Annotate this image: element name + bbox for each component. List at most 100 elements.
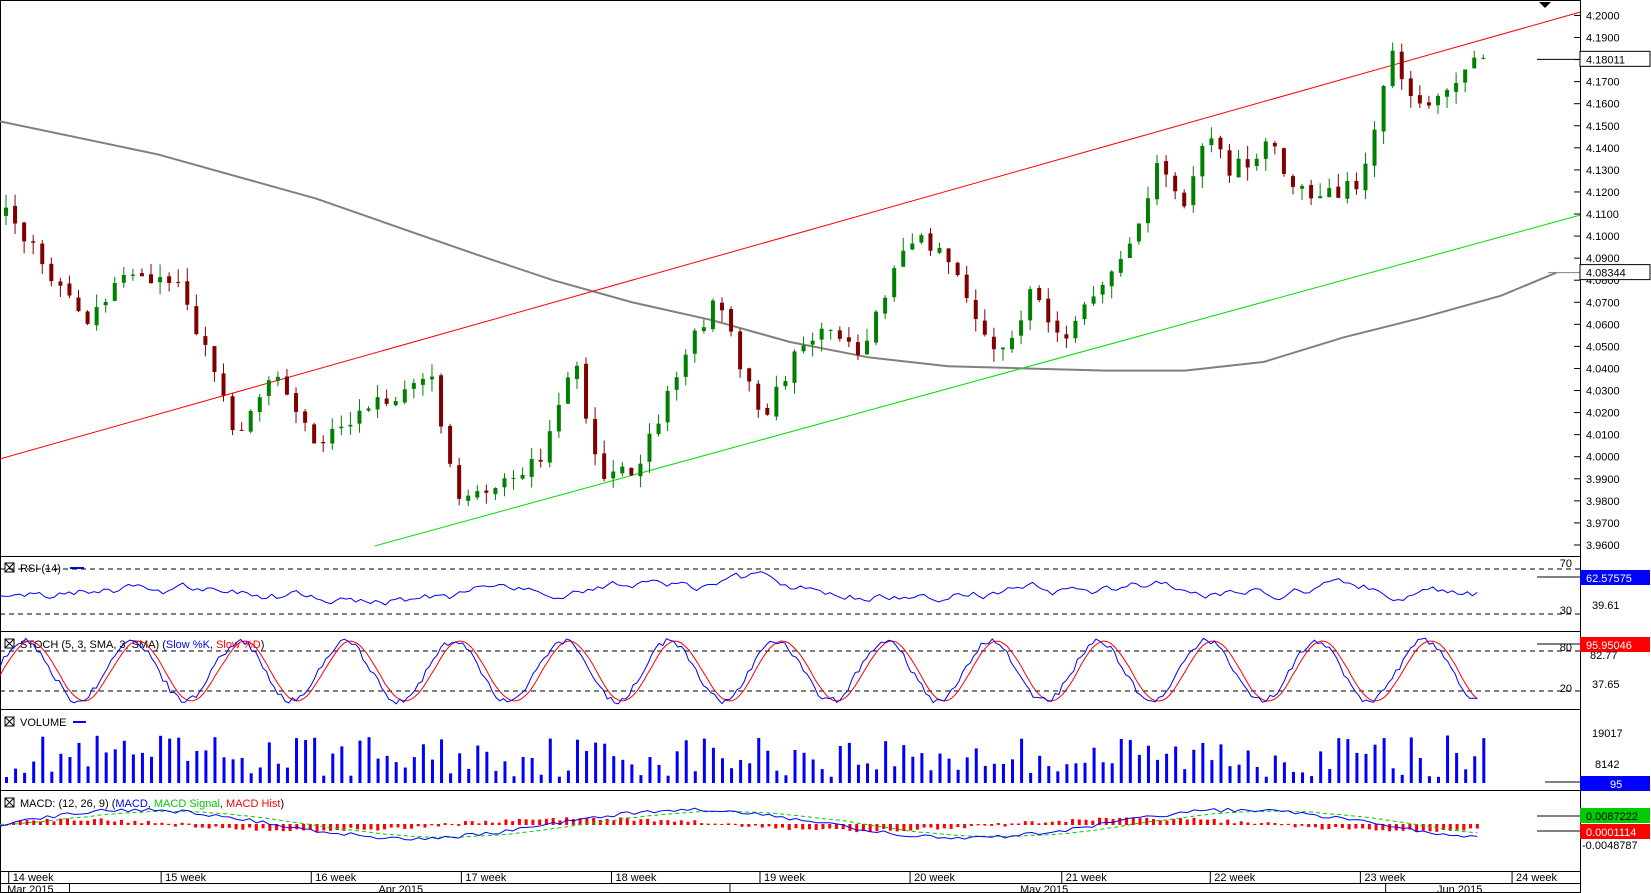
macd-hist-bar bbox=[409, 824, 413, 829]
macd-hist-bar bbox=[349, 824, 353, 828]
candle-body bbox=[1290, 176, 1295, 187]
candle-body bbox=[1390, 50, 1395, 87]
macd-hist-bar bbox=[517, 818, 521, 825]
macd-hist-bar bbox=[1401, 824, 1405, 831]
price-tick-label: 4.1000 bbox=[1586, 231, 1620, 243]
price-tick-label: 4.0300 bbox=[1586, 386, 1620, 398]
candle-body bbox=[1037, 288, 1042, 301]
macd-hist-bar bbox=[929, 824, 933, 828]
volume-bar bbox=[458, 753, 462, 783]
volume-bar bbox=[358, 740, 362, 783]
macd-hist-bar bbox=[436, 824, 440, 827]
volume-bar bbox=[1282, 762, 1286, 783]
macd-hist-bar bbox=[922, 824, 926, 828]
macd-signal-legend: MACD Signal bbox=[154, 798, 220, 810]
volume-bar bbox=[1056, 771, 1060, 783]
candle-body bbox=[511, 477, 516, 479]
macd-hist-bar bbox=[969, 824, 973, 826]
macd-hist-bar bbox=[1293, 824, 1297, 828]
volume-bar bbox=[911, 756, 915, 783]
volume-bar bbox=[603, 743, 607, 783]
macd-hist-bar bbox=[396, 824, 400, 828]
macd-hist-bar bbox=[86, 820, 90, 825]
candle-body bbox=[248, 410, 253, 432]
candle-body bbox=[593, 419, 598, 455]
volume-bar bbox=[95, 735, 99, 783]
candle-body bbox=[1345, 181, 1350, 199]
macd-close-x-icon bbox=[4, 797, 15, 808]
candle-body bbox=[629, 467, 634, 476]
volume-bar bbox=[1319, 751, 1323, 783]
candle-body bbox=[674, 377, 679, 390]
volume-bar bbox=[902, 745, 906, 783]
volume-bar bbox=[50, 771, 54, 783]
candle-body bbox=[729, 308, 734, 332]
macd-hist-bar bbox=[807, 824, 811, 830]
week-label: 17 week bbox=[465, 872, 506, 884]
candle-body bbox=[1127, 243, 1132, 259]
volume-bar bbox=[421, 744, 425, 783]
macd-hist-bar bbox=[544, 818, 548, 825]
candle-body bbox=[865, 340, 870, 355]
price-tick-label: 3.9800 bbox=[1586, 496, 1620, 508]
volume-bar bbox=[240, 757, 244, 783]
ma-price-label: 4.08344 bbox=[1586, 268, 1626, 280]
price-tick-label: 4.0400 bbox=[1586, 363, 1620, 375]
macd-hist-bar bbox=[1408, 824, 1412, 830]
macd-hist-bar bbox=[963, 824, 967, 829]
volume-bar bbox=[68, 757, 72, 783]
price-tick-label: 4.1900 bbox=[1586, 33, 1620, 45]
candle-body bbox=[529, 459, 534, 477]
scroll-marker-icon[interactable] bbox=[1539, 2, 1551, 8]
volume-bar bbox=[412, 757, 416, 783]
macd-hist-bar bbox=[133, 820, 137, 825]
week-label: 18 week bbox=[615, 872, 656, 884]
price-tick-label: 3.9700 bbox=[1586, 518, 1620, 530]
volume-bar bbox=[440, 739, 444, 783]
stoch-k-legend: Slow %K bbox=[166, 639, 211, 651]
volume-bar bbox=[23, 772, 27, 783]
volume-bar bbox=[349, 775, 353, 783]
macd-hist-bar bbox=[99, 818, 103, 825]
macd-hist-bar bbox=[936, 824, 940, 830]
candle-body bbox=[448, 425, 453, 464]
volume-bar bbox=[684, 740, 688, 783]
week-label: 16 week bbox=[315, 872, 356, 884]
candle-body bbox=[801, 345, 806, 352]
macd-hist-bar bbox=[1226, 819, 1230, 825]
candle-body bbox=[874, 311, 879, 343]
macd-hist-bar bbox=[1145, 817, 1149, 825]
volume-last-label: 95 bbox=[1610, 779, 1622, 791]
volume-bar bbox=[1337, 738, 1341, 783]
macd-hist-bar bbox=[585, 818, 589, 825]
volume-bar bbox=[1464, 769, 1468, 783]
x-axis: 14 week 15 week 16 week 17 week 18 week 19 we… bbox=[7, 871, 1558, 893]
candle-body bbox=[1336, 186, 1341, 198]
candle-body bbox=[402, 389, 407, 403]
macd-hist-bar bbox=[490, 822, 494, 825]
volume-bar bbox=[122, 740, 126, 783]
candle-body bbox=[547, 431, 552, 463]
macd-hist-bar bbox=[720, 823, 724, 825]
volume-bar bbox=[956, 769, 960, 783]
macd-hist-bar bbox=[841, 824, 845, 830]
macd-hist-bar bbox=[227, 824, 231, 828]
volume-bar bbox=[856, 764, 860, 783]
volume-bar bbox=[974, 748, 978, 783]
candle-body bbox=[1218, 137, 1223, 150]
volume-bar bbox=[875, 769, 879, 783]
volume-bar bbox=[213, 737, 217, 783]
volume-bar bbox=[1400, 774, 1404, 783]
macd-hist-bar bbox=[652, 821, 656, 825]
volume-bar bbox=[1355, 752, 1359, 783]
volume-bar bbox=[1391, 768, 1395, 783]
candle-body bbox=[420, 378, 425, 385]
last-price-label: 4.18011 bbox=[1586, 54, 1625, 66]
macd-hist-bar bbox=[1138, 818, 1142, 825]
volume-bar bbox=[131, 754, 135, 783]
macd-hist-bar bbox=[1374, 824, 1378, 831]
macd-hist-bar bbox=[895, 824, 899, 832]
volume-bar bbox=[77, 742, 81, 783]
candle-body bbox=[1318, 196, 1323, 199]
